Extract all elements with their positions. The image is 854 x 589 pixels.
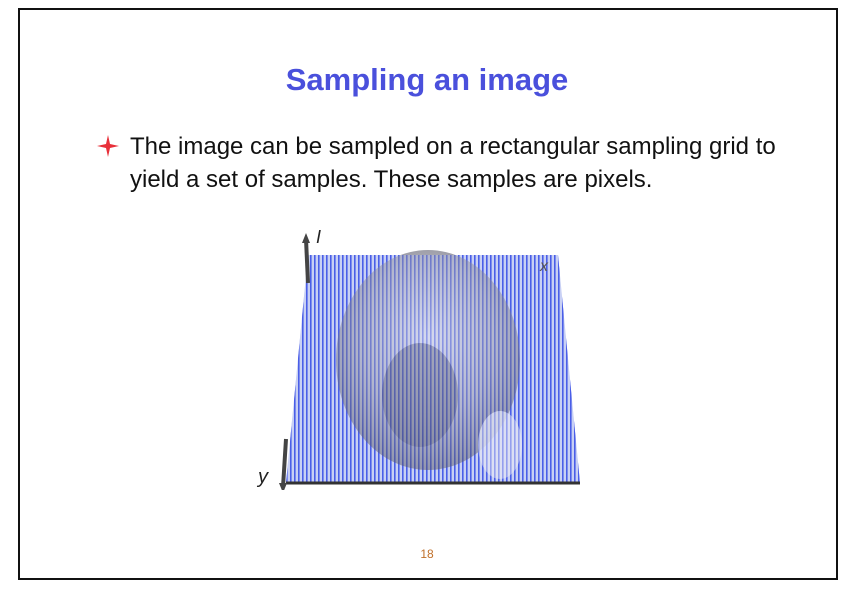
axis-label: I: [316, 227, 321, 247]
axis-label: x: [539, 258, 549, 275]
slide: Sampling an image The image can be sampl…: [0, 0, 854, 589]
sample-grid-overlay: [286, 255, 580, 483]
bullet-text: The image can be sampled on a rectangula…: [130, 130, 790, 196]
page-number: 18: [0, 547, 854, 561]
i-axis-arrow: [302, 233, 310, 243]
bullet-star: [96, 134, 120, 158]
y-axis: [283, 439, 286, 487]
slide-title: Sampling an image: [0, 62, 854, 98]
i-axis: [306, 239, 308, 283]
y-axis-arrow: [279, 483, 287, 490]
axis-label: y: [256, 466, 269, 488]
sampled-image-figure: I x y: [250, 225, 590, 490]
